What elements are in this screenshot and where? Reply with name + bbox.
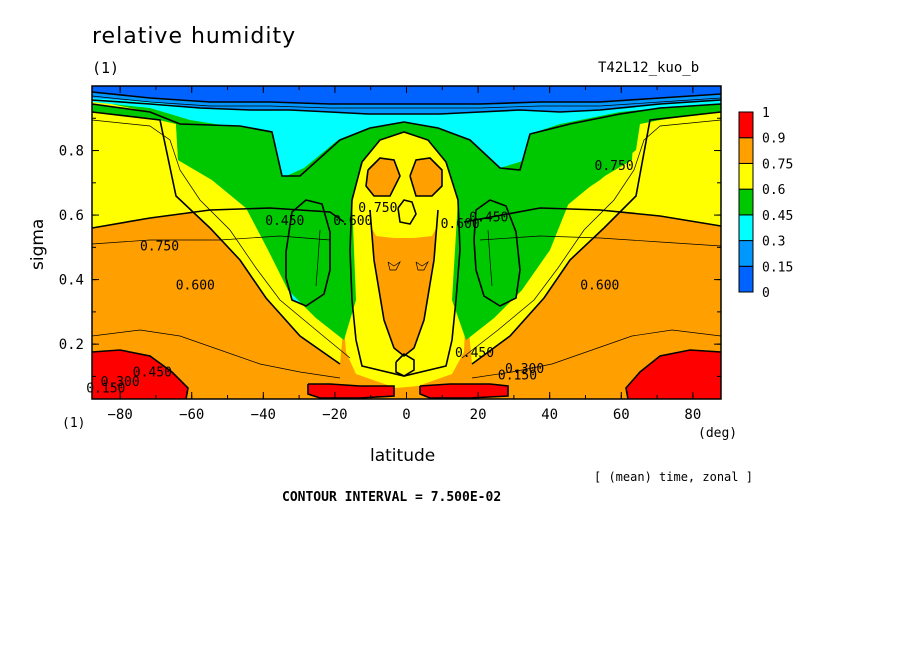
run-id-label: T42L12_kuo_b <box>598 60 700 76</box>
unit-label-top: (1) <box>92 59 120 77</box>
colorbar-label: 0 <box>762 286 770 301</box>
contour-fields <box>92 86 721 399</box>
chart-title: relative humidity <box>92 24 297 49</box>
contour-label: 0.600 <box>580 278 619 293</box>
contour-line <box>479 235 721 247</box>
contour-lines <box>92 91 721 399</box>
unit-label-bottom: (1) <box>62 416 86 431</box>
contour-line <box>92 119 351 359</box>
colorbar-segment <box>738 111 754 139</box>
contour-line <box>92 349 189 399</box>
contour-line <box>463 207 721 227</box>
contour-line <box>625 349 721 399</box>
contour-line <box>461 119 721 359</box>
contour-label: 0.450 <box>265 214 304 229</box>
contour-label: 0.600 <box>176 278 215 293</box>
contour-line <box>92 207 345 229</box>
contour-line <box>92 329 341 379</box>
contour-line <box>92 103 721 177</box>
contour-line <box>285 199 331 307</box>
contour-line <box>92 99 721 115</box>
colorbar: 0 0.15 0.3 0.45 0.6 0.75 0.9 1 <box>738 106 793 301</box>
x-tick-label: −20 <box>322 407 347 423</box>
contour-label: 0.300 <box>505 362 544 377</box>
contour-line <box>487 229 493 287</box>
contour-label: 0.450 <box>455 346 494 361</box>
contour-line <box>397 199 417 225</box>
contour-line <box>409 157 443 197</box>
x-tick-label: 20 <box>470 407 487 423</box>
colorbar-segment <box>738 265 754 293</box>
contour-line <box>419 383 509 399</box>
contour-line <box>369 209 439 358</box>
contour-label: 0.750 <box>358 201 397 216</box>
field-0.45-0.6 <box>92 104 721 340</box>
axes: −80 −60 −40 −20 0 20 40 60 80 0.2 0.4 0.6 0.8 <box>59 86 721 423</box>
contour-label: 0.750 <box>595 159 634 174</box>
colorbar-label: 0.6 <box>762 183 785 198</box>
field-0.9-1 <box>420 384 508 398</box>
colorbar-segment <box>738 214 754 242</box>
field-0.6-0.75 <box>396 354 414 376</box>
averaging-note: [ (mean) time, zonal ] <box>594 470 753 484</box>
colorbar-segment <box>738 240 754 267</box>
field-0-0.15 <box>92 86 721 104</box>
contour-line <box>92 235 331 245</box>
contour-line <box>92 95 721 109</box>
colorbar-label: 0.75 <box>762 157 793 172</box>
colorbar-label: 0.15 <box>762 260 793 275</box>
field-0.9-1 <box>626 350 721 399</box>
contour-line <box>365 157 401 197</box>
field-0.75-0.9 <box>370 210 438 356</box>
colorbar-segment <box>738 162 754 190</box>
colorbar-label: 0.9 <box>762 132 785 147</box>
contour-label: 0.150 <box>86 382 125 397</box>
contour-line <box>92 111 341 365</box>
contour-line <box>387 260 401 271</box>
x-tick-label: −80 <box>107 407 132 423</box>
contour-line <box>349 131 461 377</box>
contour-interval-text: CONTOUR INTERVAL = 7.500E-02 <box>282 490 502 505</box>
field-0.9-1 <box>308 384 394 398</box>
contour-line <box>471 111 721 365</box>
x-tick-label: 0 <box>402 407 410 423</box>
contour-line <box>473 199 521 307</box>
colorbar-label: 1 <box>762 106 770 121</box>
contour-line <box>395 352 415 377</box>
y-tick-label: 0.6 <box>59 208 84 224</box>
colorbar-segment <box>738 137 754 164</box>
contour-label: 0.450 <box>469 211 508 226</box>
contour-label: 0.600 <box>441 217 480 232</box>
y-tick-label: 0.2 <box>59 337 84 353</box>
contour-line <box>415 260 429 271</box>
field-0.75-0.9 <box>366 158 400 196</box>
contour-label: 0.600 <box>333 214 372 229</box>
colorbar-label: 0.45 <box>762 209 793 224</box>
contour-line <box>307 383 395 399</box>
y-tick-label: 0.8 <box>59 144 84 160</box>
x-tick-label: 40 <box>541 407 558 423</box>
colorbar-segment <box>738 188 754 216</box>
field-0.75-0.9 <box>410 158 442 196</box>
colorbar-label: 0.3 <box>762 235 785 250</box>
field-0.9-1 <box>92 350 188 399</box>
x-tick-label: 60 <box>613 407 630 423</box>
y-tick-label: 0.4 <box>59 273 84 289</box>
contour-line <box>92 91 721 105</box>
x-tick-label: −40 <box>251 407 276 423</box>
contour-label: 0.450 <box>133 365 172 380</box>
contour-line <box>471 329 721 379</box>
x-axis-label: latitude <box>370 446 436 466</box>
contour-label: 0.750 <box>140 240 179 255</box>
contour-label: 0.300 <box>101 375 140 390</box>
contour-line <box>315 229 321 287</box>
contour-label: 0.150 <box>498 369 537 384</box>
x-tick-label: −60 <box>179 407 204 423</box>
x-tick-label: 80 <box>684 407 701 423</box>
field-0.6-0.75 <box>398 200 416 224</box>
x-axis-unit: (deg) <box>698 426 738 441</box>
